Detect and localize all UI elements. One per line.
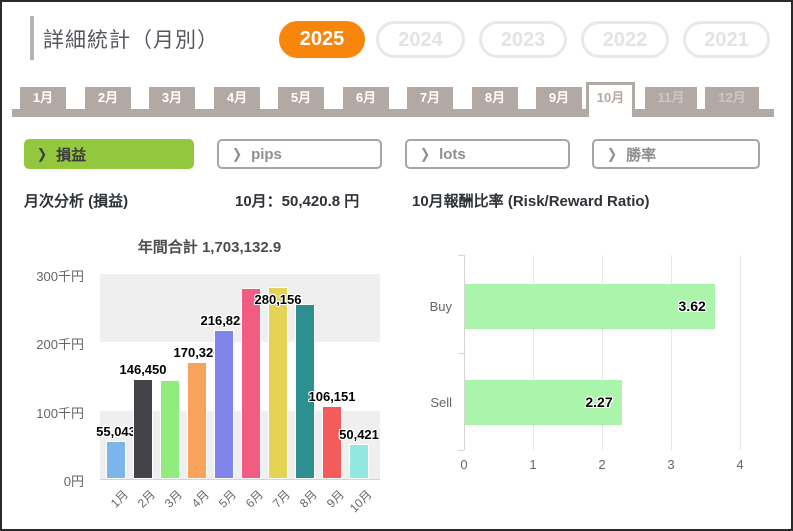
bar-value-label: 216,822 xyxy=(200,313,248,329)
bar-9月[interactable] xyxy=(322,406,342,479)
gridline xyxy=(740,255,741,450)
chevron-right-icon: ❯ xyxy=(607,145,618,163)
filter-勝率[interactable]: ❯ 勝率 xyxy=(592,139,760,169)
y-axis-tick-label: 100千円 xyxy=(36,405,84,421)
bar-value-label: 170,326 xyxy=(173,345,221,361)
chevron-right-icon: ❯ xyxy=(232,145,243,163)
y-axis-tick-mark xyxy=(458,255,464,256)
filter-pips[interactable]: ❯ pips xyxy=(217,139,382,169)
x-axis-line xyxy=(100,479,380,480)
chevron-right-icon: ❯ xyxy=(37,145,48,163)
y-axis-tick-label: 300千円 xyxy=(36,268,84,284)
month-tab-baseline xyxy=(12,109,774,117)
x-axis-category-label: 10月 xyxy=(346,487,375,516)
x-axis-category-label: 3月 xyxy=(162,487,186,511)
year-pill-2022[interactable]: 2022 xyxy=(581,21,669,58)
gridline xyxy=(671,255,672,450)
bar-value-label: 3.62 xyxy=(678,297,706,314)
bar-8月[interactable] xyxy=(295,304,315,479)
x-axis-tick-label: 3 xyxy=(667,457,675,472)
filter-lots[interactable]: ❯ lots xyxy=(405,139,570,169)
bar-value-label: 106,151 xyxy=(308,389,356,405)
chart-title-annual-total: 年間合計 1,703,132.9 xyxy=(137,239,282,256)
bar-1月[interactable] xyxy=(106,441,126,479)
filter-label: lots xyxy=(439,145,466,163)
filter-label: pips xyxy=(251,145,282,163)
monthly-profit-bar-chart: 年間合計 1,703,132.9 300千円 200千円 100千円 0円 55,043… xyxy=(22,227,397,527)
page-title: 詳細統計（月別） xyxy=(43,29,219,52)
bar-4月[interactable] xyxy=(187,362,207,479)
bar-value-label: 2.27 xyxy=(585,393,613,410)
x-axis-tick-label: 4 xyxy=(736,457,744,472)
y-axis-tick-mark xyxy=(458,450,464,451)
x-axis-category-label: 8月 xyxy=(297,487,321,511)
filter-label: 勝率 xyxy=(626,146,657,164)
bar-3月[interactable] xyxy=(160,380,180,479)
x-axis-category-label: 2月 xyxy=(135,487,159,511)
month-tab-7[interactable]: 7月 xyxy=(407,87,453,109)
month-tab-5[interactable]: 5月 xyxy=(278,87,324,109)
month-tab-12: 12月 xyxy=(705,87,759,109)
x-axis-tick-label: 0 xyxy=(460,457,468,472)
filter-損益[interactable]: ❯ 損益 xyxy=(24,139,194,169)
bar-Buy[interactable] xyxy=(465,284,715,329)
bar-10月[interactable] xyxy=(349,444,369,479)
category-label: Sell xyxy=(430,394,452,410)
x-axis-category-label: 7月 xyxy=(270,487,294,511)
y-axis-tick-label: 0円 xyxy=(63,474,84,489)
year-pill-2024[interactable]: 2024 xyxy=(376,21,465,58)
plot-band-200-300 xyxy=(100,273,380,342)
x-axis-tick-label: 1 xyxy=(529,457,537,472)
bar-value-label: 146,450 xyxy=(119,361,167,377)
month-tab-4[interactable]: 4月 xyxy=(214,87,260,109)
gridline xyxy=(602,255,603,450)
risk-reward-bar-chart: 0 1 2 3 4 Buy 3.62 Sell 2.27 xyxy=(412,242,787,497)
y-axis-line xyxy=(464,255,465,450)
month-tab-1[interactable]: 1月 xyxy=(20,87,66,109)
filter-label: 損益 xyxy=(56,146,87,164)
x-axis-category-label: 1月 xyxy=(108,487,132,511)
y-axis-tick-mark xyxy=(458,352,464,354)
year-pill-2021[interactable]: 2021 xyxy=(683,21,770,58)
category-label: Buy xyxy=(429,298,452,314)
right-section-title: 10月報酬比率 (Risk/Reward Ratio) xyxy=(412,193,650,210)
year-pill-2025[interactable]: 2025 xyxy=(279,21,365,58)
month-tab-6[interactable]: 6月 xyxy=(343,87,389,109)
month-tab-11: 11月 xyxy=(645,87,697,109)
month-tab-8[interactable]: 8月 xyxy=(472,87,518,109)
gridline xyxy=(533,255,534,450)
bar-value-label: 50,421 xyxy=(339,427,379,443)
bar-Sell[interactable] xyxy=(465,380,622,425)
chevron-right-icon: ❯ xyxy=(420,145,431,163)
bar-value-label: 280,156 xyxy=(254,292,302,308)
bar-2月[interactable] xyxy=(133,378,153,479)
month-tab-9[interactable]: 9月 xyxy=(536,87,582,109)
month-tab-3[interactable]: 3月 xyxy=(149,87,195,109)
x-axis-tick-label: 2 xyxy=(598,457,606,472)
bar-7月[interactable] xyxy=(268,287,288,479)
bar-5月[interactable] xyxy=(214,330,234,479)
y-axis-tick-label: 200千円 xyxy=(36,337,84,352)
month-total-value: 10月：50,420.8 円 xyxy=(235,193,360,210)
month-tab-10[interactable]: 10月 xyxy=(586,82,635,117)
x-axis-category-label: 4月 xyxy=(189,487,213,511)
title-accent-bar xyxy=(30,16,34,60)
month-tab-2[interactable]: 2月 xyxy=(85,87,131,109)
left-section-title: 月次分析 (損益) xyxy=(24,193,129,210)
x-axis-category-label: 9月 xyxy=(324,487,348,511)
year-pill-2023[interactable]: 2023 xyxy=(479,21,567,58)
x-axis-category-label: 5月 xyxy=(216,487,240,511)
bar-6月[interactable] xyxy=(241,288,261,479)
x-axis-category-label: 6月 xyxy=(243,487,267,511)
bar-value-label: 55,043 xyxy=(96,424,136,440)
